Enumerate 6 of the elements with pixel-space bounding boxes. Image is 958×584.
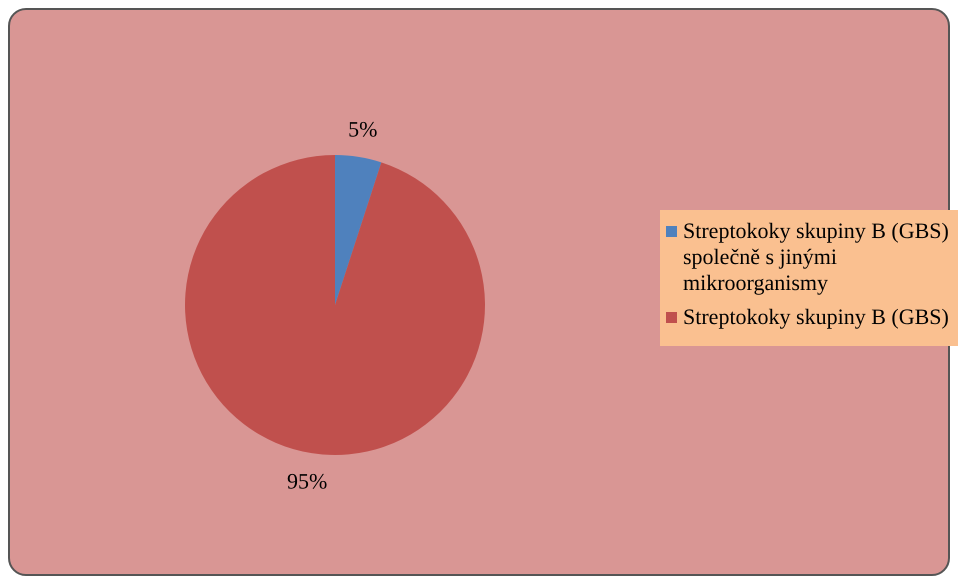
pie-slice xyxy=(335,155,382,305)
pie-slice xyxy=(185,155,485,455)
data-label: 95% xyxy=(286,468,328,494)
legend-label: Streptokoky skupiny B (GBS) xyxy=(683,304,949,330)
legend-label: Streptokoky skupiny B (GBS) společně s jinými mikroorganismy xyxy=(683,218,950,296)
data-label: 5% xyxy=(348,116,378,142)
